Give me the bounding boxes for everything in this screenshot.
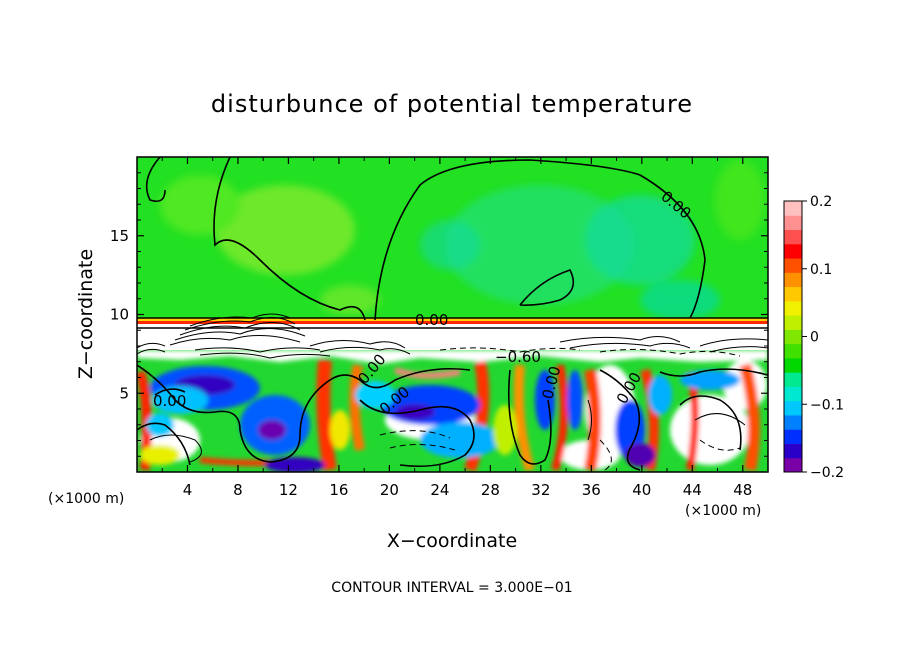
colorbar-swatch: [784, 429, 802, 444]
colorbar-tick-label: 0: [810, 330, 819, 346]
colorbar-tick-label: −0.1: [810, 397, 844, 413]
colorbar-swatch: [784, 386, 802, 402]
colorbar-swatch: [784, 372, 802, 387]
x-tick-label: 12: [279, 481, 298, 499]
heatmap-field: 0.00 0.00 −0.60 0.00 0.00 0.00 0.00 0.00: [137, 157, 768, 472]
colorbar-swatch: [784, 357, 802, 373]
colorbar-swatch: [784, 229, 802, 245]
contour-interval-footer: CONTOUR INTERVAL = 3.000E−01: [331, 580, 572, 596]
colorbar-swatch: [784, 343, 802, 359]
colorbar: 0.2 0.1 0 −0.1 −0.2: [783, 194, 844, 481]
colorbar-swatch: [784, 329, 802, 345]
y-tick-label: 5: [119, 384, 129, 402]
colorbar-swatch: [784, 258, 802, 273]
colorbar-swatch: [784, 414, 802, 430]
y-tick-label: 15: [110, 227, 129, 245]
colorbar-swatch: [784, 243, 802, 259]
y-tick-label: 10: [110, 306, 129, 324]
x-tick-label: 36: [582, 481, 601, 499]
x-tick-label: 4: [183, 481, 193, 499]
colorbar-swatch: [784, 272, 802, 288]
colorbar-swatch: [784, 400, 802, 416]
colorbar-swatch: [784, 286, 802, 302]
colorbar-tick-label: 0.2: [810, 194, 832, 210]
chart-title: disturbunce of potential temperature: [211, 90, 693, 118]
y-axis-label: Z−coordinate: [75, 249, 97, 379]
x-tick-label: 24: [430, 481, 449, 499]
x-tick-label: 20: [380, 481, 399, 499]
colorbar-swatch: [784, 201, 802, 216]
colorbar-tick-label: −0.2: [810, 465, 844, 481]
x-tick-label: 16: [329, 481, 348, 499]
colorbar-tick-label: 0.1: [810, 262, 832, 278]
x-tick-label: 48: [733, 481, 752, 499]
x-axis: 4 8 12 16 20 24 28 32 36 40 44 48: [161, 157, 752, 499]
x-tick-label: 44: [683, 481, 702, 499]
y-axis-unit: (×1000 m): [685, 503, 761, 519]
colorbar-swatch: [784, 215, 802, 231]
contour-label: −0.60: [495, 348, 541, 366]
colorbar-swatch: [784, 315, 802, 330]
colorbar-swatch: [784, 457, 802, 473]
colorbar-swatch: [784, 443, 802, 459]
x-tick-label: 40: [632, 481, 651, 499]
contour-label: 0.00: [153, 392, 186, 410]
x-tick-label: 32: [531, 481, 550, 499]
x-axis-unit: (×1000 m): [48, 491, 124, 507]
x-tick-label: 28: [481, 481, 500, 499]
contour-label: 0.00: [415, 311, 448, 329]
colorbar-swatch: [784, 300, 802, 316]
y-axis: 5 10 15: [110, 172, 768, 457]
x-tick-label: 8: [233, 481, 243, 499]
x-axis-label: X−coordinate: [387, 530, 517, 552]
